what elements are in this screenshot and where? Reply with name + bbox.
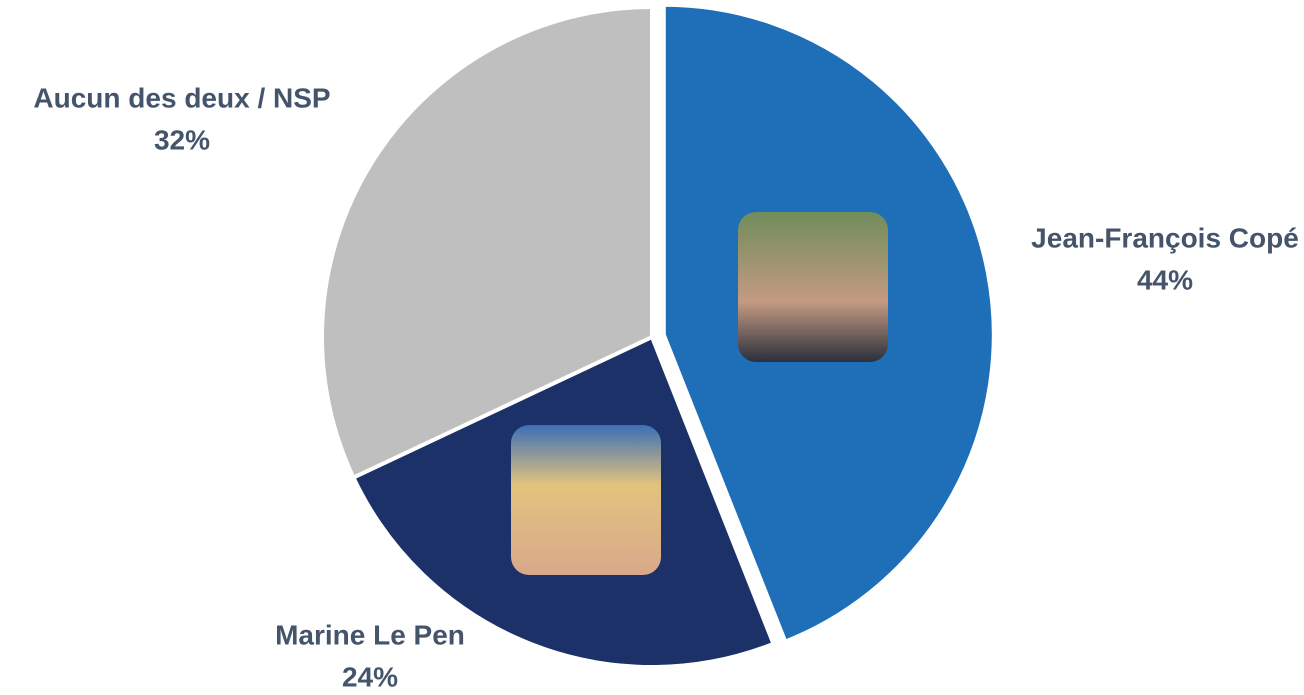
pie-slice: [320, 4, 654, 481]
slice-value-label: 32%: [154, 124, 210, 155]
photo: [511, 425, 661, 575]
slice-label: Aucun des deux / NSP: [33, 82, 330, 113]
slice-label: Jean-François Copé: [1031, 222, 1299, 253]
photo: [738, 212, 888, 362]
slice-value-label: 24%: [342, 661, 398, 692]
slice-value-label: 44%: [1137, 264, 1193, 295]
slice-label: Marine Le Pen: [275, 619, 465, 650]
